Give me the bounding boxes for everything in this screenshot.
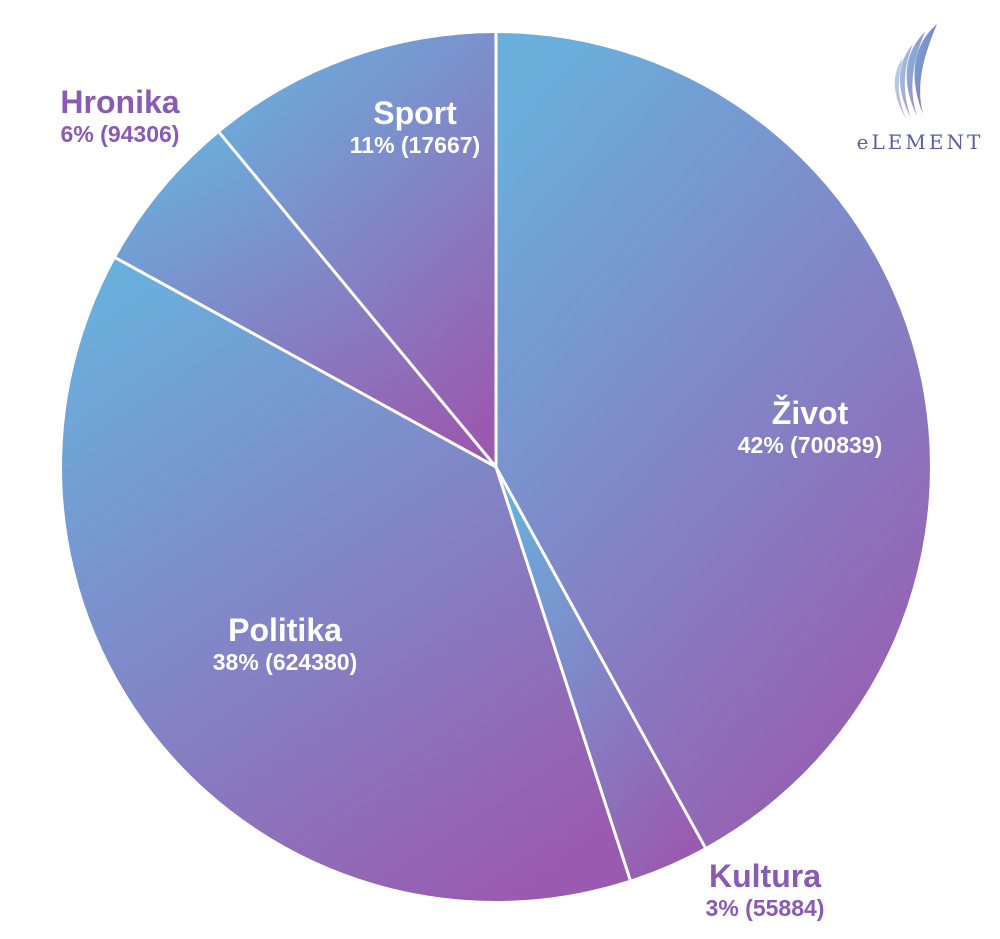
slice-separator-sport: [218, 131, 498, 468]
slice-separator-kultura: [494, 466, 707, 849]
pie-slice-politika: [61, 257, 631, 902]
slice-label-politika: Politika 38% (624380): [160, 612, 410, 675]
pie-slice-hronika: [115, 132, 497, 467]
slice-value-politika: 38% (624380): [212, 648, 358, 675]
slice-name-politika: Politika: [228, 612, 342, 648]
slice-name-kultura: Kultura: [709, 858, 821, 894]
slice-separator-politika: [494, 466, 632, 881]
logo-wordmark: eLEMENT: [856, 130, 984, 154]
slice-value-hronika: 6% (94306): [60, 120, 180, 147]
pie-slice--ivot: [496, 33, 930, 848]
slice-value-sport: 11% (17667): [349, 131, 481, 158]
slice-name-hronika: Hronika: [60, 84, 180, 120]
slice-name-zivot: Život: [771, 395, 849, 431]
digital-element-logo: eLEMENT: [845, 18, 995, 158]
slice-value-zivot: 42% (700839): [737, 431, 883, 458]
slice-label-zivot: Život 42% (700839): [690, 395, 930, 458]
pie-slice-sport: [219, 33, 497, 467]
slice-value-kultura: 3% (55884): [705, 894, 825, 921]
pie-slice-kultura: [496, 467, 706, 880]
slice-label-kultura: Kultura 3% (55884): [650, 858, 880, 921]
slice-label-sport: Sport 11% (17667): [300, 95, 530, 158]
wing-logo-icon: [894, 24, 937, 120]
slice-label-hronika: Hronika 6% (94306): [20, 84, 220, 147]
slice-name-sport: Sport: [373, 95, 457, 131]
slice-separator-hronika: [114, 256, 497, 469]
